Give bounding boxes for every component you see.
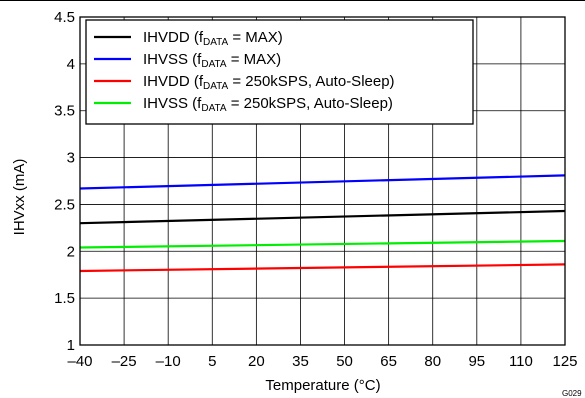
y-tick-label: 1 [67, 337, 75, 354]
x-tick-label: 80 [424, 353, 441, 370]
y-axis-tick-labels: 1 1.5 2 2.5 3 3.5 4 4.5 [54, 9, 75, 354]
plot-frame [79, 16, 566, 346]
x-axis-label: Temperature (°C) [265, 377, 380, 394]
y-tick-label: 3 [67, 150, 75, 167]
legend: IHVDD (fDATA = MAX) IHVSS (fDATA = MAX) IH… [85, 19, 474, 125]
figure-id: G029 [562, 389, 582, 398]
y-tick-label: 2.5 [54, 196, 75, 213]
legend-entry: IHVDD (fDATA = MAX) [143, 29, 283, 48]
legend-box [85, 19, 474, 125]
x-tick-label: –10 [156, 353, 181, 370]
x-axis-tick-labels: –40 –25 –10 5 20 35 50 65 80 95 110 125 [67, 353, 577, 370]
x-tick-label: 125 [552, 353, 577, 370]
x-tick-label: 50 [336, 353, 353, 370]
x-tick-label: –40 [67, 353, 92, 370]
series-line [79, 174, 566, 190]
legend-entry: IHVSS (fDATA = MAX) [143, 51, 281, 70]
x-tick-label: 65 [380, 353, 397, 370]
legend-entry: IHVSS (fDATA = 250kSPS, Auto-Sleep) [143, 95, 393, 114]
x-tick-label: 20 [248, 353, 265, 370]
y-tick-label: 4.5 [54, 9, 75, 26]
series-line [79, 239, 566, 249]
x-tick-label: 5 [208, 353, 216, 370]
y-tick-label: 1.5 [54, 290, 75, 307]
series-line [79, 209, 566, 225]
y-tick-label: 2 [67, 243, 75, 260]
x-tick-label: 35 [292, 353, 309, 370]
series-layer [79, 174, 566, 273]
legend-entry: IHVDD (fDATA = 250kSPS, Auto-Sleep) [143, 73, 395, 92]
x-tick-label: 95 [468, 353, 485, 370]
y-tick-label: 4 [67, 56, 75, 73]
x-tick-label: 110 [509, 353, 533, 370]
y-axis-label: IHVxx (mA) [11, 159, 28, 236]
series-line [79, 263, 566, 273]
y-tick-label: 3.5 [54, 103, 75, 120]
x-tick-label: –25 [112, 353, 137, 370]
